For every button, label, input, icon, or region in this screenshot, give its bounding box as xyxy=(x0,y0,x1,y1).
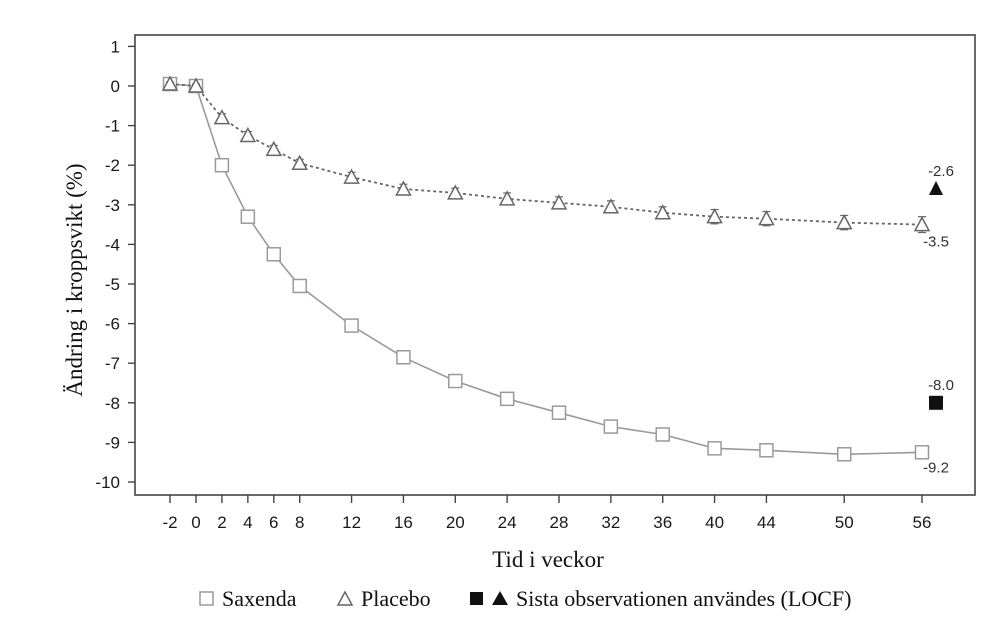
data-point xyxy=(551,405,567,420)
data-point xyxy=(187,77,205,93)
x-tick-label: 4 xyxy=(243,513,252,532)
legend: Saxenda Placebo Sista observationen anvä… xyxy=(199,586,851,611)
x-tick-label: 20 xyxy=(446,513,465,532)
locf-value-label: -2.6 xyxy=(928,163,954,180)
data-point xyxy=(161,75,179,91)
x-tick-label: 40 xyxy=(705,513,724,532)
plot-frame xyxy=(134,34,976,496)
locf-point-placebo xyxy=(929,180,943,195)
x-axis-title: Tid i veckor xyxy=(492,547,604,572)
data-point xyxy=(655,427,670,442)
y-tick-label: -1 xyxy=(105,117,120,136)
data-point xyxy=(498,190,516,206)
data-point xyxy=(395,180,412,196)
data-point xyxy=(603,419,619,434)
data-point xyxy=(707,441,722,456)
x-tick-label: 8 xyxy=(295,513,304,532)
x-tick-label: 36 xyxy=(653,513,672,532)
x-tick-label: 16 xyxy=(394,513,413,532)
data-point xyxy=(447,184,464,200)
y-tick-label: -4 xyxy=(105,235,120,254)
y-tick-label: -9 xyxy=(105,433,120,452)
data-point xyxy=(240,209,256,224)
locf-point-saxenda xyxy=(929,395,943,410)
data-point xyxy=(396,350,411,365)
legend-locf-label: Sista observationen användes (LOCF) xyxy=(516,586,851,611)
legend-placebo-marker xyxy=(336,590,354,606)
data-point xyxy=(835,214,853,230)
x-tick-label: 24 xyxy=(498,513,517,532)
legend-saxenda-label: Saxenda xyxy=(222,586,297,611)
data-point xyxy=(448,373,463,389)
data-point xyxy=(602,198,620,214)
data-point xyxy=(292,278,307,294)
data-point xyxy=(706,208,723,224)
data-point xyxy=(914,445,930,460)
x-tick-label: 12 xyxy=(342,513,361,532)
x-tick-label: 2 xyxy=(217,513,226,532)
y-tick-label: -3 xyxy=(105,196,120,215)
data-point xyxy=(213,109,231,125)
y-tick-label: -5 xyxy=(105,275,120,294)
series-layer xyxy=(161,75,931,462)
x-tick-label: 44 xyxy=(757,513,776,532)
data-point xyxy=(344,318,359,333)
series-placebo xyxy=(161,75,931,234)
data-point xyxy=(291,154,308,170)
y-axis: 1 0 -1 -2 -3 -4 -5 -6 -7 -8 -9 -10 xyxy=(95,37,135,492)
x-tick-label: 56 xyxy=(913,513,932,532)
y-tick-label: -8 xyxy=(105,394,120,413)
x-tick-label: 50 xyxy=(835,513,854,532)
data-point xyxy=(913,216,931,232)
series-saxenda xyxy=(162,76,930,462)
x-tick-label: 32 xyxy=(601,513,620,532)
data-point xyxy=(214,157,230,173)
data-point xyxy=(265,140,283,157)
series-line xyxy=(169,83,923,226)
data-point xyxy=(343,168,360,184)
data-point xyxy=(266,247,282,262)
series-line xyxy=(169,83,923,456)
locf-layer: -8.0 -2.6 xyxy=(928,163,954,410)
y-tick-label: -10 xyxy=(95,473,120,492)
end-label-layer: -9.2 -3.5 xyxy=(923,234,949,477)
x-axis: -2 0 2 4 6 8 12 16 20 24 28 32 36 40 44 50 56 xyxy=(162,495,931,532)
y-axis-title: Ändring i kroppsvikt (%) xyxy=(62,163,87,396)
y-tick-label: 1 xyxy=(111,37,120,56)
legend-saxenda-marker xyxy=(199,591,214,606)
locf-value-label: -8.0 xyxy=(928,377,954,394)
x-tick-label: 0 xyxy=(191,513,200,532)
x-tick-label: -2 xyxy=(162,513,177,532)
legend-locf-triangle-marker xyxy=(492,591,508,605)
end-value-label: -3.5 xyxy=(923,234,949,251)
end-value-label: -9.2 xyxy=(923,459,949,476)
y-tick-label: -2 xyxy=(105,156,120,175)
data-point xyxy=(239,126,257,143)
data-point xyxy=(759,443,774,458)
data-point xyxy=(758,210,775,226)
x-tick-label: 28 xyxy=(550,513,569,532)
y-tick-label: 0 xyxy=(111,77,120,96)
data-point xyxy=(836,447,852,462)
legend-placebo-label: Placebo xyxy=(361,586,431,611)
data-point xyxy=(550,194,568,210)
data-point xyxy=(654,204,671,220)
legend-locf-square-marker xyxy=(470,592,483,605)
x-tick-label: 6 xyxy=(269,513,278,532)
y-tick-label: -7 xyxy=(105,354,120,373)
y-tick-label: -6 xyxy=(105,315,120,334)
data-point xyxy=(499,391,515,407)
